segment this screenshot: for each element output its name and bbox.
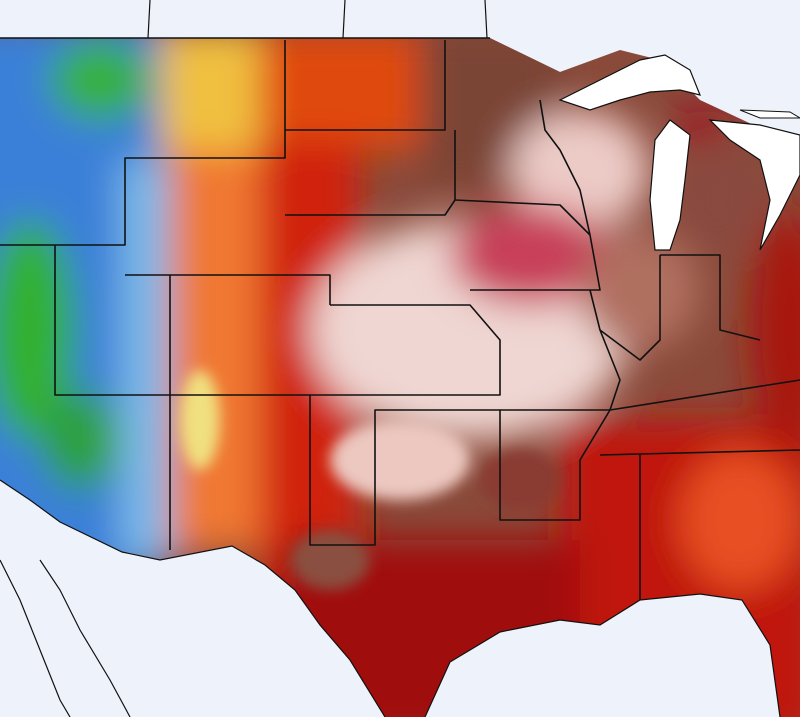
ohio [660,254,761,341]
lake-huron [708,119,800,251]
arkansas-brown [480,450,560,510]
illinois-indiana [599,255,661,361]
straits [739,109,800,119]
idaho-montana [0,40,286,246]
baja-east [39,559,131,717]
lake-superior [558,54,701,111]
southern-border [599,449,800,456]
wyoming-south [125,274,331,305]
oklahoma-light [330,420,470,500]
appalachia-red [750,210,800,450]
wisconsin-west [539,99,591,236]
kansas [310,304,501,396]
south-dakota [285,130,456,216]
utah-arizona [54,245,171,550]
canada-lines [147,0,488,39]
tennessee [609,379,800,411]
dakotas-red [260,38,440,150]
texas-brown [290,530,370,590]
great-lakes [558,54,800,251]
wisconsin-pink [510,110,650,230]
georgia-orange [680,450,800,590]
coastlines [0,0,781,717]
north-green [50,40,150,120]
missouri [500,289,621,411]
iowa-crimson [450,205,610,305]
west-green [0,220,75,440]
lake-michigan [649,119,691,251]
north-dakota [285,40,446,131]
color-blobs [0,38,800,717]
state-lines [0,37,800,600]
michigan-brown [680,150,760,250]
gulf-coast [424,593,781,717]
mexico-border [0,479,386,717]
southwest-green [40,390,120,490]
iowa [454,199,601,291]
illinois-brown [580,230,700,350]
new-mexico-yellow [180,370,220,470]
baja-west [0,559,71,717]
